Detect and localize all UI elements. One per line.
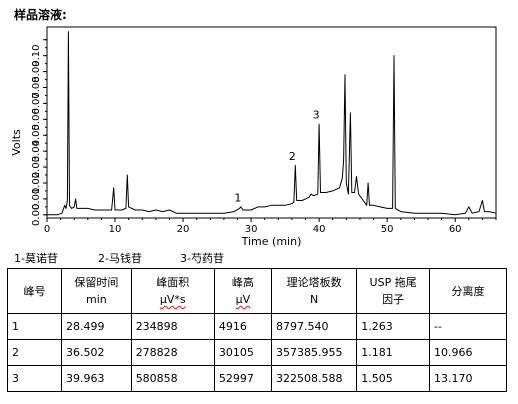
table-cell: 322508.588	[271, 365, 358, 392]
legend-item: 3-芍药苷	[180, 252, 224, 265]
legend-item: 1-莫诺苷	[14, 252, 58, 265]
table-cell: 8797.540	[271, 313, 358, 340]
table-cell: 234898	[130, 313, 215, 340]
table-cell: 13.170	[429, 365, 507, 392]
page-title: 样品溶液:	[14, 8, 67, 22]
table-cell: --	[429, 313, 507, 340]
chromatogram-trace	[47, 31, 497, 216]
y-axis-label: Volts	[10, 129, 23, 156]
y-tick-label: 0.02	[31, 172, 42, 194]
table-row: 2 36.502 278828 30105 357385.955 1.181 1…	[6, 339, 507, 366]
x-tick-label: 40	[313, 224, 326, 235]
x-tick-label: 50	[381, 224, 394, 235]
table-cell: 278828	[130, 339, 215, 366]
table-row: 1 28.499 234898 4916 8797.540 1.263 --	[6, 313, 507, 340]
table-cell: 580858	[130, 365, 215, 392]
chromatogram-chart: 0 10 20 30 40 50 600.000.010.020.030.040.050.0…	[10, 26, 497, 248]
table-cell: 1.181	[356, 339, 431, 366]
table-cell: 28.499	[61, 313, 132, 340]
header-peak-area: 峰面积 μV*s	[130, 268, 215, 314]
y-tick-label: 0.04	[31, 140, 42, 162]
y-tick-label: 0.05	[31, 124, 42, 146]
table-cell: 4916	[213, 313, 273, 340]
x-tick-label: 20	[177, 224, 190, 235]
x-tick-label: 10	[109, 224, 122, 235]
y-tick-label: 0.08	[31, 76, 42, 98]
y-tick-label: 0.03	[31, 156, 42, 178]
table-cell: 30105	[213, 339, 273, 366]
header-resolution: 分离度	[429, 268, 507, 314]
header-retention-time: 保留时间 min	[61, 268, 132, 314]
y-tick-label: 0.06	[31, 108, 42, 130]
x-tick-label: 30	[245, 224, 258, 235]
plot-frame	[46, 26, 497, 219]
table-cell: 2	[6, 339, 63, 366]
y-tick-label: 0.09	[31, 60, 42, 82]
header-peak-no: 峰号	[6, 268, 63, 314]
y-tick-label: 0.10	[31, 45, 42, 67]
peak-label: 2	[289, 150, 296, 163]
legend-item: 2-马钱苷	[98, 252, 142, 265]
table-cell: 1	[6, 313, 63, 340]
x-axis-label: Time (min)	[241, 235, 302, 248]
header-plates: 理论塔板数 N	[271, 268, 358, 314]
table-cell: 39.963	[61, 365, 132, 392]
table-cell: 1.505	[356, 365, 431, 392]
table-cell: 52997	[213, 365, 273, 392]
table-row: 3 39.963 580858 52997 322508.588 1.505 1…	[6, 365, 507, 392]
y-tick-label: 0.01	[31, 188, 42, 210]
header-peak-height: 峰高 μV	[213, 268, 273, 314]
x-tick-label: 0	[44, 224, 50, 235]
table-header-row: 峰号 保留时间 min 峰面积 μV*s 峰高 μV 理论塔板数 N USP 拖尾 因子 …	[6, 268, 507, 314]
table-cell: 1.263	[356, 313, 431, 340]
y-tick-label: 0.00	[31, 204, 42, 226]
x-tick-label: 60	[449, 224, 462, 235]
table-cell: 3	[6, 365, 63, 392]
y-tick-label: 0.07	[31, 92, 42, 114]
peak-table: 峰号 保留时间 min 峰面积 μV*s 峰高 μV 理论塔板数 N USP 拖尾 因子 …	[6, 268, 507, 392]
peak-label: 1	[234, 191, 241, 204]
header-tailing: USP 拖尾 因子	[356, 268, 431, 314]
table-cell: 10.966	[429, 339, 507, 366]
table-cell: 357385.955	[271, 339, 358, 366]
peak-label: 3	[313, 109, 320, 122]
table-cell: 36.502	[61, 339, 132, 366]
